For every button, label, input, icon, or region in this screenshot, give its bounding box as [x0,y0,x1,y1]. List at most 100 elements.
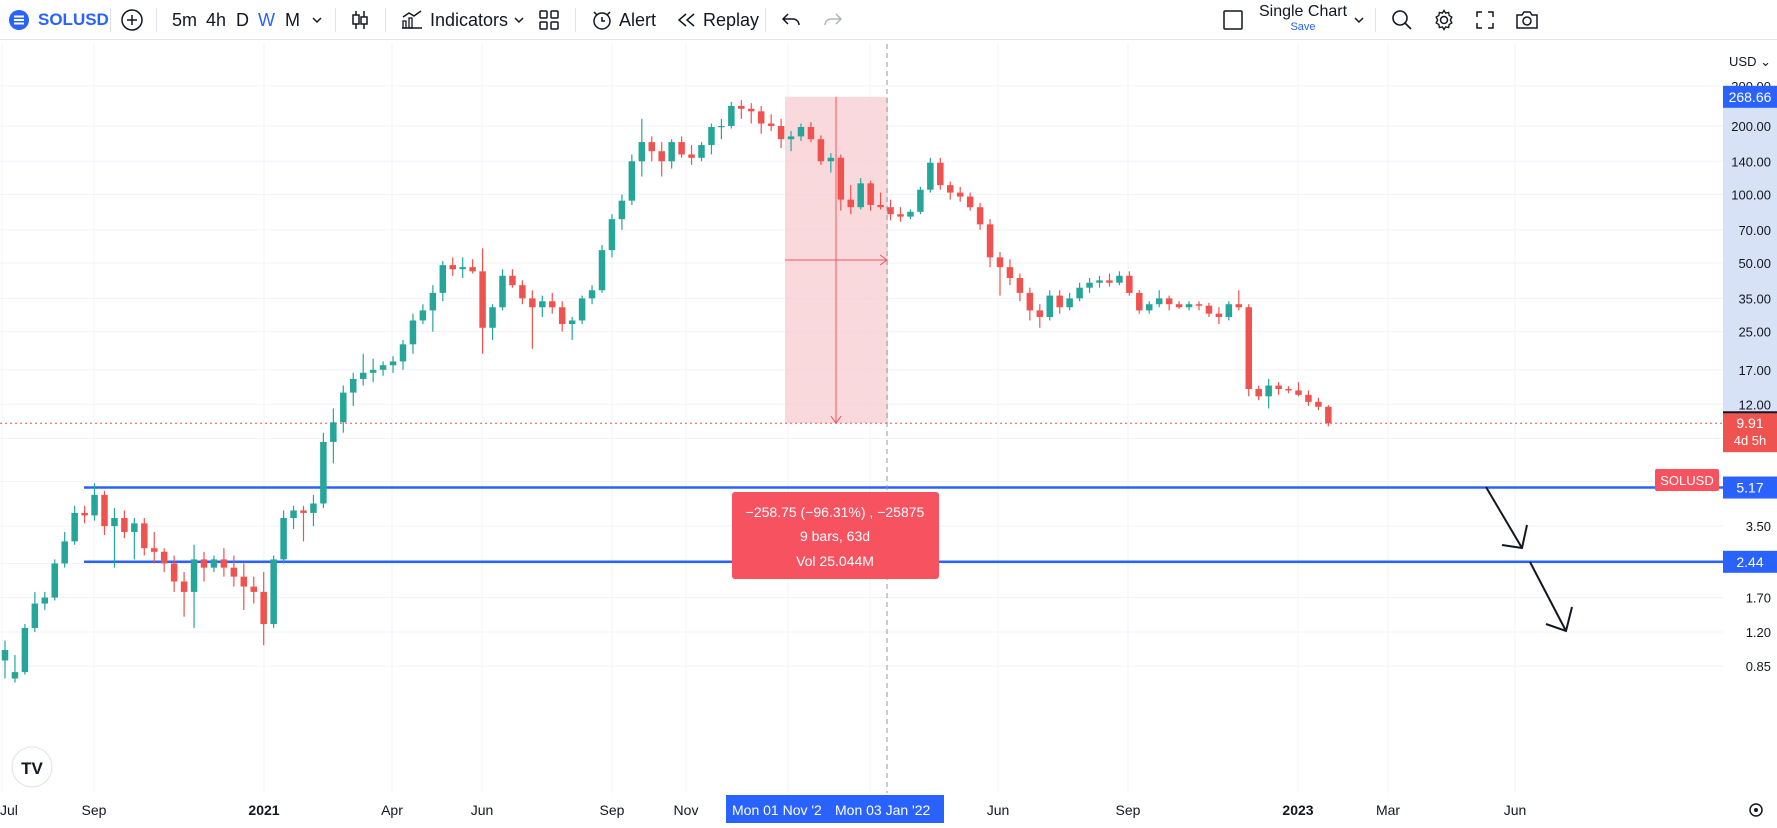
candle-body [1106,280,1113,283]
candle-body [1205,305,1213,314]
candle-up [320,432,327,509]
settings-button[interactable] [1432,0,1456,40]
candle-up [11,655,19,683]
alarm-clock-icon [593,11,611,30]
candle-body [419,310,427,321]
interval-m[interactable]: M [285,0,300,40]
layout-select-button[interactable] [1222,0,1244,40]
single-layout-icon [1223,10,1243,30]
search-button[interactable] [1390,0,1414,40]
time-tick-label: Apr [381,802,403,818]
range-high-badge: 268.66 [1729,89,1772,105]
candle-body [927,162,934,190]
candle-body [897,214,904,217]
snapshot-button[interactable] [1514,0,1540,40]
candle-down [817,135,825,165]
candle-down [976,202,984,230]
currency-selector[interactable]: USD ⌄ [1729,54,1771,69]
redo-icon [824,13,843,26]
drawn-trend-arrows[interactable] [1485,486,1573,633]
candle-body [837,157,845,200]
replay-button[interactable]: Replay [676,0,759,40]
candle-down [170,555,178,592]
undo-button[interactable] [780,0,802,40]
toolbar-divider [110,8,111,32]
indicators-dropdown-button[interactable] [512,0,526,40]
price-tick-label: 35.00 [1738,291,1771,306]
alert-button[interactable]: Alert [590,0,656,40]
tradingview-logo[interactable]: TV [11,746,53,788]
time-tick-label: Sep [82,802,107,818]
redo-button[interactable] [822,0,844,40]
compare-symbol-button[interactable] [120,0,144,40]
candle-body [250,586,257,592]
chart-area[interactable]: −258.75 (−96.31%) , −25875 9 bars, 63d V… [0,40,1777,823]
candle-body [190,559,198,592]
fullscreen-button[interactable] [1474,0,1496,40]
candle-down [1295,382,1302,397]
candle-down [738,100,745,119]
candle-body [11,672,19,679]
interval-5m[interactable]: 5m [172,0,197,40]
candlestick-chart[interactable]: −258.75 (−96.31%) , −25875 9 bars, 63d V… [0,40,1777,823]
candle-up [131,517,138,560]
candle-body [1036,310,1044,317]
layout-dropdown-button[interactable] [1352,0,1366,40]
candle-body [200,559,208,568]
candle-up [270,555,277,628]
candle-body [399,344,407,362]
time-tick-label: Sep [600,802,625,818]
interval-dropdown-button[interactable] [310,0,324,40]
candle-up [21,624,29,675]
axis-settings-button[interactable] [1749,803,1763,817]
trend-arrow-2[interactable] [1529,561,1573,633]
interval-4h[interactable]: 4h [206,0,226,40]
candle-down [688,145,695,165]
candle-body [180,581,188,592]
candle-body [330,422,337,442]
indicators-label: Indicators [430,9,509,30]
layout-name-button[interactable]: Single Chart Save [1258,3,1348,37]
candle-body [71,512,78,542]
currency-label: USD [1729,54,1756,69]
candle-up [917,186,924,215]
interval-d[interactable]: D [236,0,249,40]
candle-down [230,555,238,587]
candle-body [320,441,327,504]
candle-body [409,320,417,345]
candle-body [1006,267,1014,279]
candle-body [111,517,118,527]
templates-button[interactable] [538,0,560,40]
candle-down [151,531,158,564]
candle-up [51,559,58,601]
candle-body [280,517,287,560]
grid-icon [539,10,559,30]
indicators-button[interactable]: Indicators [400,0,508,40]
candle-body [976,207,984,225]
candles [1,100,1332,683]
interval-w-active[interactable]: W [258,0,275,40]
undo-icon [781,13,800,26]
candles-icon [352,11,368,29]
trend-arrow-1[interactable] [1485,486,1528,550]
price-tick-label: 17.00 [1738,363,1771,378]
candle-body [91,494,98,516]
candle-down [1195,301,1203,311]
candle-down [777,118,785,149]
measure-label[interactable]: −258.75 (−96.31%) , −25875 9 bars, 63d V… [732,492,939,579]
level-badge-bg [1723,550,1777,573]
candle-body [1275,385,1282,390]
chevron-down-icon [514,17,524,24]
candle-up [389,356,397,373]
candle-body [867,183,874,205]
time-tick-label: Nov [674,802,699,818]
chart-type-button[interactable] [350,0,370,40]
interval-label: D [236,9,249,30]
candle-body [469,267,476,272]
symbol-search-button[interactable]: SOLUSD [8,0,109,40]
candle-body [1056,295,1063,308]
candle-down [966,192,974,211]
candle-up [340,385,347,433]
candle-body [429,292,437,311]
candle-up [718,118,725,140]
